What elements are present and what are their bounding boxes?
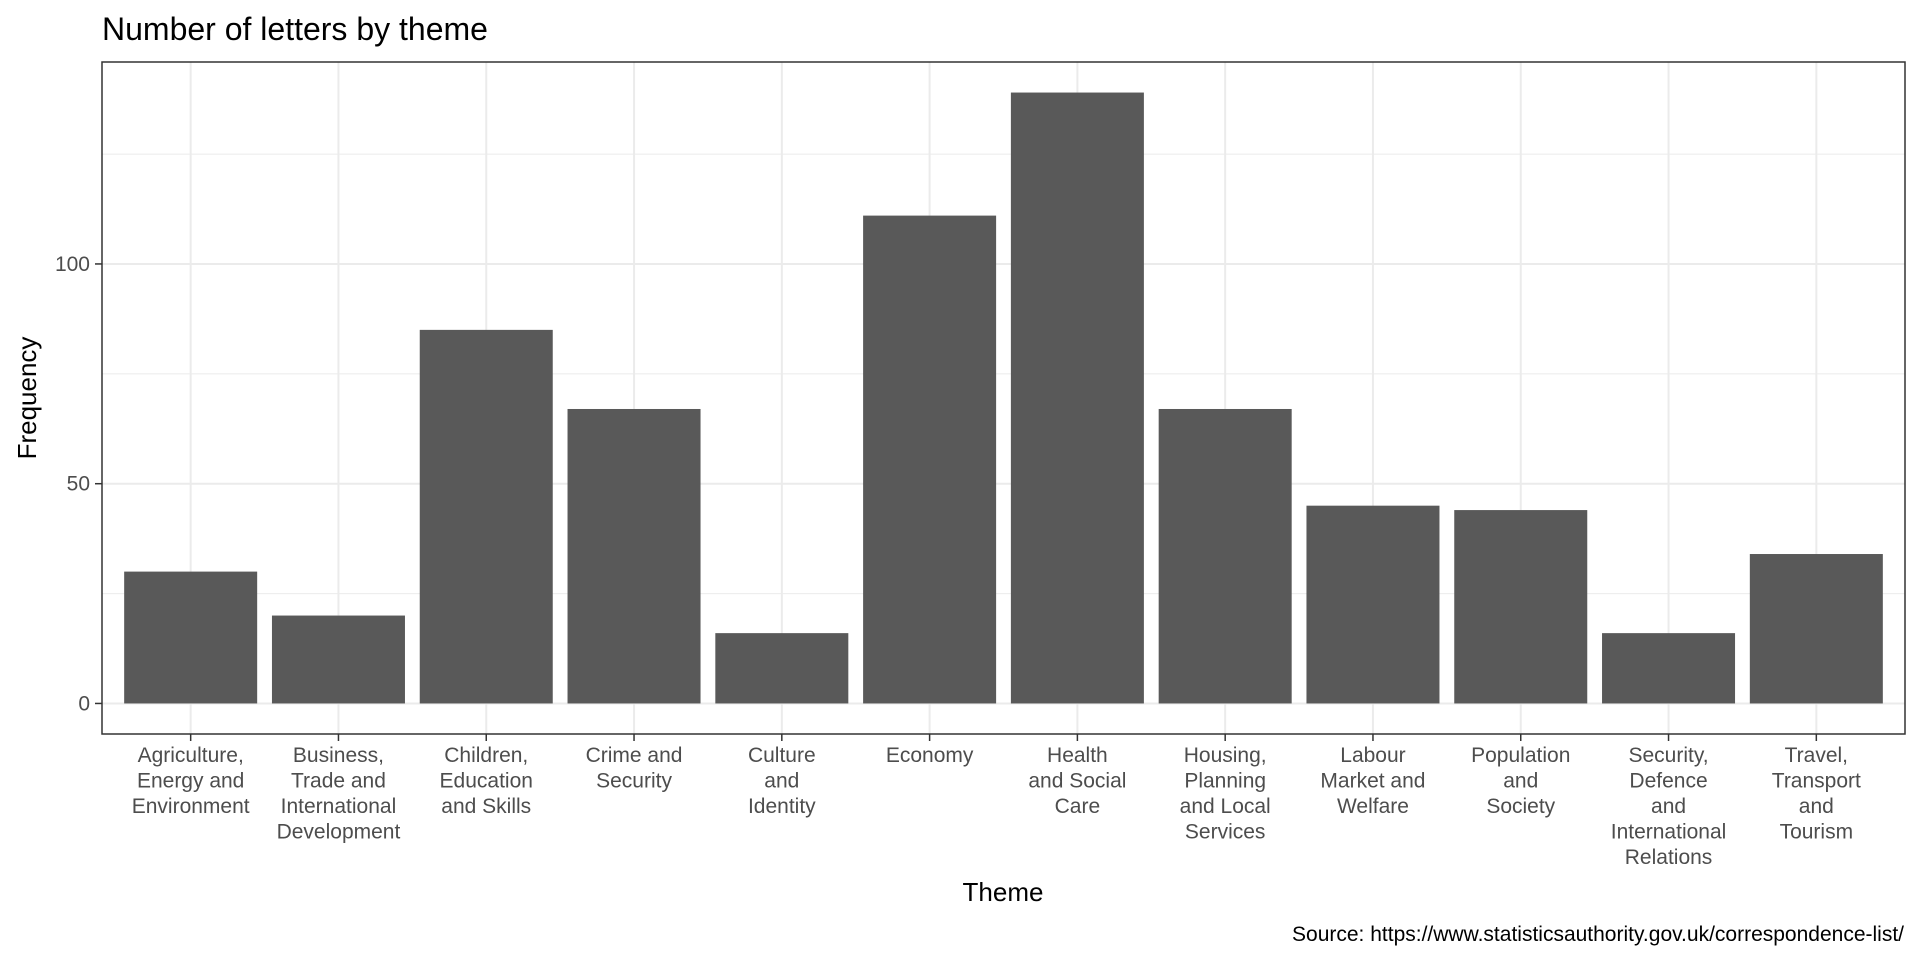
x-tick-label-8: Labour Market and Welfare — [1320, 744, 1425, 818]
bar-0 — [124, 571, 258, 704]
bar-2 — [419, 329, 553, 704]
bar-9 — [1454, 510, 1588, 704]
x-tick-label-11: Travel, Transport and Tourism — [1772, 744, 1861, 844]
bar-6 — [1010, 92, 1144, 704]
bar-11 — [1749, 554, 1883, 704]
bar-10 — [1602, 633, 1736, 704]
y-axis-title: Frequency — [12, 337, 42, 460]
y-tick-label-2: 100 — [55, 253, 90, 276]
x-tick-label-5: Economy — [886, 744, 974, 767]
x-tick-label-7: Housing, Planning and Local Services — [1180, 744, 1271, 844]
y-tick-label-0: 0 — [78, 692, 90, 715]
x-axis: Agriculture, Energy and Environment Busines… — [132, 734, 1861, 869]
bar-7 — [1158, 408, 1292, 704]
bar-3 — [567, 408, 701, 704]
x-tick-label-2: Children, Education and Skills — [440, 744, 533, 818]
x-tick-label-6: Health and Social Care — [1028, 744, 1126, 818]
x-tick-label-1: Business, Trade and International Developme… — [277, 744, 401, 844]
x-axis-title: Theme — [963, 877, 1044, 907]
y-tick-label-1: 50 — [67, 473, 90, 496]
x-tick-label-9: Population and Society — [1471, 744, 1570, 818]
bar-4 — [715, 633, 849, 704]
x-tick-label-10: Security, Defence and International Relation… — [1611, 744, 1727, 869]
source-caption: Source: https://www.statisticsauthority.… — [1292, 923, 1904, 946]
panel-border — [101, 61, 1906, 735]
y-axis: 0 50 100 — [55, 253, 102, 715]
x-tick-label-3: Crime and Security — [586, 744, 683, 793]
bars — [124, 92, 1883, 704]
bar-8 — [1306, 505, 1440, 704]
chart-title: Number of letters by theme — [102, 11, 488, 47]
x-tick-label-4: Culture and Identity — [748, 744, 816, 818]
bar-5 — [863, 215, 997, 704]
bar-1 — [271, 615, 405, 704]
x-tick-label-0: Agriculture, Energy and Environment — [132, 744, 250, 818]
